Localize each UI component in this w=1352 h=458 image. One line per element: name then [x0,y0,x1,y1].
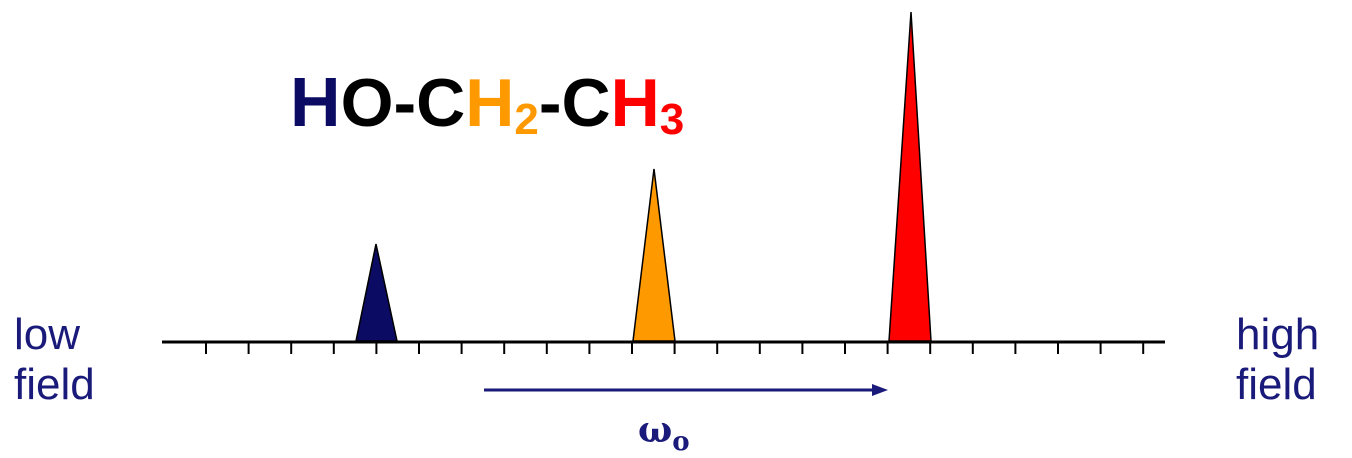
field-arrow-head [872,384,888,396]
high-field-label: high field [1236,310,1319,410]
formula-sub-3: 3 [659,95,685,144]
peak-ch2 [632,168,676,342]
low-field-line1: low [14,310,81,359]
peak-ch3 [888,11,932,342]
ethanol-formula: HO-CH2-CH3 [290,62,684,152]
high-field-line1: high [1236,310,1320,359]
omega-symbol: ω [638,409,673,451]
formula-part-h-methyl: H [610,65,660,141]
formula-part-c: -C [538,65,611,141]
peak-oh [355,243,398,342]
low-field-label: low field [14,310,95,410]
low-field-line2: field [14,360,95,409]
formula-part-o-c: O-C [340,65,466,141]
high-field-line2: field [1236,360,1317,409]
omega-subscript: o [672,427,690,457]
formula-part-h-hydroxyl: H [290,63,341,141]
omega-label: ωo [638,409,690,457]
axis-ticks [205,342,1145,354]
formula-part-h-methylene: H [465,65,515,141]
formula-sub-2: 2 [514,95,539,144]
